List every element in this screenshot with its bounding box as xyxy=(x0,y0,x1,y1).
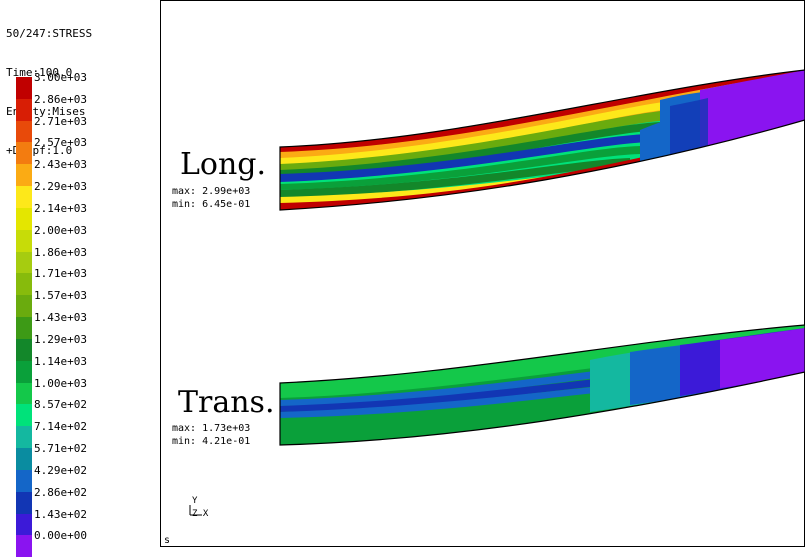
legend-label: 8.57e+02 xyxy=(34,398,87,412)
legend-row: 4.29e+02 xyxy=(16,464,156,492)
long-beam-outline xyxy=(279,69,805,211)
legend-row: 1.29e+03 xyxy=(16,333,156,361)
legend-row: 5.71e+02 xyxy=(16,442,156,470)
legend-label: 7.14e+02 xyxy=(34,420,87,434)
corner-label: s xyxy=(164,535,171,546)
legend-swatch xyxy=(16,142,32,165)
trans-beam-contour xyxy=(280,325,805,445)
legend-swatch xyxy=(16,448,32,470)
legend-label: 2.14e+03 xyxy=(34,201,87,215)
long-min: min: 6.45e-01 xyxy=(172,199,250,210)
legend-row: 2.86e+03 xyxy=(16,93,156,121)
trans-min: min: 4.21e-01 xyxy=(172,436,250,447)
long-max: max: 2.99e+03 xyxy=(172,186,250,197)
legend-swatch xyxy=(16,513,32,536)
legend-row: 0.00e+00 xyxy=(16,529,156,557)
legend-row: 2.00e+03 xyxy=(16,224,156,252)
legend-swatch xyxy=(16,251,32,274)
legend-swatch xyxy=(16,404,32,427)
legend-row: 1.43e+03 xyxy=(16,311,156,339)
step-label: 50/247:STRESS xyxy=(6,27,93,40)
legend-row: 3.00e+03 xyxy=(16,71,156,99)
legend-swatch xyxy=(16,186,32,208)
legend-label: 1.71e+03 xyxy=(34,267,87,281)
legend-row: 1.86e+03 xyxy=(16,246,156,274)
legend-row: 1.00e+03 xyxy=(16,377,156,405)
legend-label: 2.43e+03 xyxy=(34,158,87,172)
color-legend: 3.00e+03 2.86e+03 2.71e+03 2.57e+03 2.43e+03… xyxy=(16,71,156,557)
legend-row: 1.14e+03 xyxy=(16,355,156,383)
legend-label: 1.43e+03 xyxy=(34,311,87,325)
legend-label: 1.00e+03 xyxy=(34,376,87,390)
legend-swatch xyxy=(16,207,32,230)
legend-swatch xyxy=(16,77,32,99)
legend-label: 2.57e+03 xyxy=(34,136,87,150)
legend-swatch xyxy=(16,426,32,449)
legend-label: 0.00e+00 xyxy=(34,529,87,543)
legend-row: 2.43e+03 xyxy=(16,158,156,187)
trans-max: max: 1.73e+03 xyxy=(172,423,250,434)
legend-swatch xyxy=(16,338,32,361)
legend-label: 4.29e+02 xyxy=(34,463,87,477)
legend-swatch xyxy=(16,382,32,405)
legend-swatch xyxy=(16,317,32,339)
legend-swatch xyxy=(16,535,32,557)
legend-row: 2.14e+03 xyxy=(16,202,156,230)
legend-label: 2.29e+03 xyxy=(34,180,87,194)
legend-row: 1.71e+03 xyxy=(16,267,156,296)
legend-swatch xyxy=(16,360,32,383)
legend-row: 2.86e+02 xyxy=(16,486,156,514)
legend-row: 1.43e+02 xyxy=(16,508,156,536)
legend-swatch xyxy=(16,120,32,143)
trans-title: Trans. xyxy=(178,385,275,420)
axis-triad-icon: Y Z X xyxy=(189,496,209,519)
legend-row: 2.29e+03 xyxy=(16,180,156,208)
legend-swatch xyxy=(16,229,32,252)
legend-label: 1.14e+03 xyxy=(34,354,87,368)
trans-beam-outline xyxy=(279,324,805,446)
legend-label: 2.86e+03 xyxy=(34,92,87,106)
legend-row: 1.57e+03 xyxy=(16,289,156,318)
long-title: Long. xyxy=(180,147,266,182)
legend-label: 1.29e+03 xyxy=(34,332,87,346)
model-viewport[interactable]: Long. max: 2.99e+03 min: 6.45e-01 Trans.… xyxy=(160,0,805,547)
legend-label: 1.57e+03 xyxy=(34,289,87,303)
viewport-border xyxy=(160,0,805,547)
legend-swatch xyxy=(16,98,32,121)
legend-label: 2.00e+03 xyxy=(34,223,87,237)
legend-label: 5.71e+02 xyxy=(34,442,87,456)
legend-swatch xyxy=(16,295,32,318)
legend-row: 2.57e+03 xyxy=(16,136,156,165)
axis-zx-label: Z X xyxy=(192,509,209,519)
axis-y-label: Y xyxy=(192,496,198,506)
legend-label: 3.00e+03 xyxy=(34,71,87,84)
legend-swatch xyxy=(16,469,32,492)
legend-label: 1.86e+03 xyxy=(34,245,87,259)
legend-swatch xyxy=(16,491,32,514)
legend-row: 8.57e+02 xyxy=(16,398,156,427)
legend-swatch xyxy=(16,164,32,187)
legend-label: 1.43e+02 xyxy=(34,507,87,521)
legend-label: 2.86e+02 xyxy=(34,485,87,499)
stress-plot[interactable]: Long. max: 2.99e+03 min: 6.45e-01 Trans.… xyxy=(160,0,805,547)
legend-row: 2.71e+03 xyxy=(16,115,156,143)
legend-label: 2.71e+03 xyxy=(34,114,87,128)
legend-row: 7.14e+02 xyxy=(16,420,156,449)
legend-swatch xyxy=(16,273,32,296)
time-label: Time:100.0 xyxy=(6,66,73,79)
long-beam-contour xyxy=(280,70,805,210)
